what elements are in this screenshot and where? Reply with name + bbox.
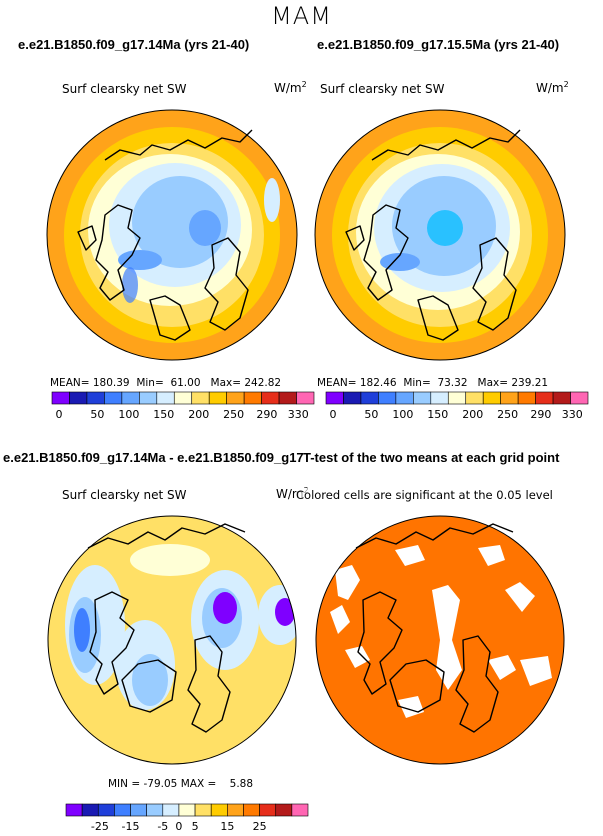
panel-2-label: Surf clearsky net SW	[320, 82, 445, 96]
colorbar-swatch	[378, 391, 397, 405]
colorbar-swatch	[162, 803, 180, 817]
colorbar-swatch	[243, 391, 262, 405]
colorbar-tick-label: 15	[220, 820, 234, 833]
colorbar-tick-label: 150	[153, 408, 174, 421]
colorbar-swatch	[65, 803, 83, 817]
colorbar-swatch	[146, 803, 164, 817]
panel-3-title: e.e21.B1850.f09_g17.14Ma - e.e21.B1850.f…	[3, 450, 351, 465]
colorbar-swatch	[130, 803, 147, 817]
colorbar-swatch	[114, 803, 131, 817]
colorbar-swatch	[51, 391, 70, 405]
colorbar-swatch	[81, 803, 99, 817]
colorbar-swatch	[261, 391, 280, 405]
colorbar-swatch	[194, 803, 212, 817]
panel-4-label: Colored cells are significant at the 0.0…	[296, 488, 553, 502]
colorbar-swatch	[86, 391, 105, 405]
panel-3-stats: MIN = -79.05 MAX = 5.88	[108, 778, 254, 790]
colorbar-tick-label: 25	[253, 820, 267, 833]
colorbar-tick-label: 290	[530, 408, 551, 421]
colorbar-swatch	[535, 391, 554, 405]
colorbar-swatch	[500, 391, 519, 405]
colorbar-swatch	[447, 391, 467, 405]
colorbar-tick-label: 250	[497, 408, 518, 421]
colorbar-swatch	[360, 391, 379, 405]
colorbar-swatch	[191, 391, 210, 405]
map-panel-3	[48, 516, 296, 764]
map-panel-2	[315, 110, 565, 360]
figure-title: MAM	[271, 2, 332, 30]
map-panel-1-border	[46, 109, 298, 361]
panel-3-label: Surf clearsky net SW	[62, 488, 187, 502]
colorbar-swatch	[227, 803, 244, 817]
colorbar-tick-label: 0	[329, 408, 336, 421]
map-panel-3-border	[47, 515, 297, 765]
colorbar-swatch	[482, 391, 501, 405]
map-panel-4-border	[315, 515, 565, 765]
colorbar-tick-label: 150	[427, 408, 448, 421]
colorbar-swatch	[275, 803, 293, 817]
colorbar-tick-label: 250	[223, 408, 244, 421]
map-panel-1	[47, 110, 297, 360]
colorbar-tick-label: -5	[157, 820, 168, 833]
panel-1-label: Surf clearsky net SW	[62, 82, 187, 96]
colorbar-tick-label: 100	[392, 408, 413, 421]
colorbar-swatch	[210, 803, 228, 817]
colorbar-tick-label: -25	[91, 820, 109, 833]
panel-1-stats: MEAN= 180.39 Min= 61.00 Max= 242.82	[50, 377, 282, 389]
colorbar-tick-label: 100	[118, 408, 139, 421]
panel-2-title: e.e21.B1850.f09_g17.15.5Ma (yrs 21-40)	[317, 37, 560, 52]
map-panel-2-border	[314, 109, 566, 361]
colorbar-swatch	[69, 391, 88, 405]
colorbar-tick-label: -15	[122, 820, 140, 833]
colorbar-swatch	[517, 391, 536, 405]
panel-2-units: W/m2	[536, 80, 569, 95]
colorbar-swatch	[413, 391, 432, 405]
colorbar-panel-3: -25 -15 -5 0 5 15 25	[65, 803, 309, 833]
colorbar-panel-2: 0 50 100 150 200 250 290 330	[325, 391, 589, 421]
colorbar-tick-label: 0	[175, 820, 182, 833]
colorbar-panel-1: 0 50 100 150 200 250 290 330	[51, 391, 315, 421]
colorbar-swatch	[325, 391, 344, 405]
colorbar-tick-label: 330	[562, 408, 583, 421]
colorbar-swatch	[296, 391, 315, 405]
colorbar-swatch	[291, 803, 309, 817]
colorbar-swatch	[208, 391, 227, 405]
colorbar-swatch	[226, 391, 245, 405]
colorbar-swatch	[395, 391, 414, 405]
colorbar-swatch	[97, 803, 115, 817]
panel-1-units: W/m2	[274, 80, 307, 95]
colorbar-swatch	[139, 391, 158, 405]
colorbar-swatch	[430, 391, 449, 405]
colorbar-swatch	[570, 391, 589, 405]
colorbar-tick-label: 200	[188, 408, 209, 421]
panel-1-title: e.e21.B1850.f09_g17.14Ma (yrs 21-40)	[18, 37, 250, 52]
colorbar-tick-label: 5	[192, 820, 199, 833]
colorbar-swatch	[104, 391, 123, 405]
colorbar-swatch	[259, 803, 277, 817]
colorbar-swatch	[173, 391, 193, 405]
colorbar-swatch	[465, 391, 484, 405]
panel-4-title: T-test of the two means at each grid poi…	[303, 450, 560, 465]
panel-2-stats: MEAN= 182.46 Min= 73.32 Max= 239.21	[317, 377, 549, 389]
colorbar-swatch	[343, 391, 362, 405]
colorbar-tick-label: 50	[90, 408, 104, 421]
colorbar-swatch	[156, 391, 175, 405]
colorbar-tick-label: 50	[364, 408, 378, 421]
colorbar-swatch	[178, 803, 196, 817]
colorbar-tick-label: 200	[462, 408, 483, 421]
colorbar-swatch	[243, 803, 260, 817]
map-panel-4	[316, 516, 564, 764]
colorbar-swatch	[278, 391, 297, 405]
colorbar-tick-label: 330	[288, 408, 309, 421]
colorbar-swatch	[552, 391, 571, 405]
colorbar-swatch	[121, 391, 140, 405]
colorbar-tick-label: 290	[256, 408, 277, 421]
colorbar-tick-label: 0	[55, 408, 62, 421]
